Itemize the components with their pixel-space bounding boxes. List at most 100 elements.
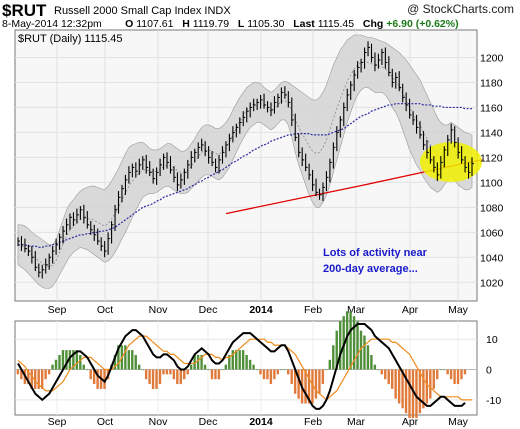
macd-x-tick: Oct xyxy=(97,416,113,428)
last-value: 1115.45 xyxy=(317,18,355,30)
macd-histogram-bar xyxy=(165,369,169,375)
macd-histogram-bar xyxy=(332,345,335,370)
quote-line: 8-May-2014 12:32pm O 1107.61 H 1119.79 L… xyxy=(2,18,459,30)
low-value: 1105.30 xyxy=(247,18,285,30)
main-x-tick: Apr xyxy=(402,304,419,316)
macd-x-axis: Sep Oct Nov Dec 2014 Feb Mar Apr May xyxy=(48,416,469,428)
macd-histogram-bar xyxy=(307,369,311,404)
macd-histogram-bar xyxy=(172,369,176,380)
macd-histogram-bar xyxy=(86,369,89,371)
main-x-tick: May xyxy=(448,304,469,316)
macd-histogram-bar xyxy=(366,345,370,370)
macd-histogram-bar xyxy=(377,369,380,371)
macd-histogram-bar xyxy=(290,369,293,385)
macd-histogram-bar xyxy=(411,369,415,419)
macd-histogram-bar xyxy=(203,364,207,370)
bollinger-band xyxy=(17,34,473,289)
highlight-ellipse xyxy=(420,142,482,182)
macd-histogram-bar xyxy=(44,369,47,380)
macd-histogram-bar xyxy=(352,316,356,370)
macd-x-tick: Nov xyxy=(149,416,168,428)
macd-y-tick: 0 xyxy=(486,365,492,377)
main-y-tick: 1080 xyxy=(480,202,504,214)
macd-x-tick: Feb xyxy=(304,416,322,428)
macd-histogram-bar xyxy=(287,369,290,375)
macd-histogram-bar xyxy=(252,364,255,370)
macd-histogram-bar xyxy=(214,369,217,380)
annotation-line-2: 200-day average... xyxy=(323,263,418,275)
macd-histogram-bar xyxy=(283,369,286,371)
macd-histogram-bar xyxy=(207,369,210,371)
annotation-line-1: Lots of activity near xyxy=(323,247,428,259)
last-label: Last xyxy=(293,18,315,30)
macd-histogram-bar xyxy=(359,330,363,370)
macd-histogram-bar xyxy=(384,369,387,380)
chg-label: Chg xyxy=(362,18,384,30)
macd-histogram-bar xyxy=(27,369,30,385)
macd-histogram-bar xyxy=(16,369,20,375)
macd-histogram-bar xyxy=(325,369,328,371)
index-full-name: Russell 2000 Small Cap Index xyxy=(54,5,202,17)
macd-histogram-bar xyxy=(124,345,127,370)
macd-histogram-bar xyxy=(335,330,338,370)
chg-value: +6.90 (+0.62%) xyxy=(386,18,459,30)
macd-y-axis: 10 0 -10 xyxy=(486,334,501,407)
macd-histogram-bar xyxy=(442,369,446,371)
macd-histogram-bar xyxy=(328,359,332,370)
macd-histogram-bar xyxy=(245,354,248,370)
macd-histogram-bar xyxy=(103,369,106,389)
macd-y-tick: -10 xyxy=(486,395,501,407)
macd-x-tick: Apr xyxy=(402,416,419,428)
ma50-line xyxy=(18,103,472,248)
macd-x-tick: Mar xyxy=(347,416,366,428)
macd-histogram-bar xyxy=(72,350,75,370)
macd-histogram-bar xyxy=(436,369,439,380)
macd-histogram-bar xyxy=(418,369,422,414)
macd-histogram-bar xyxy=(176,369,179,385)
macd-histogram-bar xyxy=(189,364,193,370)
macd-histogram-bar xyxy=(217,369,221,380)
macd-x-tick: May xyxy=(448,416,469,428)
macd-histogram-bar xyxy=(390,369,394,389)
macd-histogram-bar xyxy=(238,350,241,370)
macd-histogram-bar xyxy=(75,350,79,370)
macd-histogram-bar xyxy=(141,369,144,371)
macd-histogram-bar xyxy=(293,369,297,394)
macd-histogram-bar xyxy=(321,369,325,385)
brand-watermark: @ StockCharts.com xyxy=(407,2,514,16)
macd-histogram-bar xyxy=(40,369,44,389)
macd-histogram-bar xyxy=(432,369,435,389)
macd-histogram-bar xyxy=(68,350,72,370)
macd-histogram-bar xyxy=(429,369,432,399)
macd-histogram-bar xyxy=(387,369,390,385)
macd-histogram-bar xyxy=(54,359,58,370)
macd-signal-line xyxy=(17,335,472,401)
macd-histogram-bar xyxy=(311,369,314,404)
macd-histogram-bar xyxy=(196,354,200,370)
main-x-tick: Dec xyxy=(199,304,218,316)
macd-histogram-bar xyxy=(280,369,283,371)
macd-histogram-bar xyxy=(449,369,453,380)
macd-histogram-bar xyxy=(262,369,266,380)
macd-histogram-bar xyxy=(425,369,429,404)
macd-histogram-bar xyxy=(127,350,131,370)
macd-histogram-bar xyxy=(401,369,404,409)
main-y-tick: 1120 xyxy=(480,152,503,164)
macd-histogram-bar xyxy=(408,369,411,419)
macd-histogram-bar xyxy=(92,369,96,385)
macd-histogram-bar xyxy=(155,369,158,389)
macd-line xyxy=(17,323,466,410)
macd-histogram-bar xyxy=(113,354,117,370)
macd-histogram-bar xyxy=(259,369,262,375)
macd-histogram-bar xyxy=(79,354,82,370)
high-value: 1119.79 xyxy=(192,18,230,30)
macd-histogram-bar xyxy=(349,311,352,370)
macd-histogram xyxy=(16,311,467,419)
macd-histogram-bar xyxy=(137,364,141,370)
macd-histogram-bar xyxy=(61,350,65,370)
macd-histogram-bar xyxy=(210,369,214,380)
macd-histogram-bar xyxy=(158,369,162,385)
main-y-tick: 1140 xyxy=(480,127,503,139)
macd-histogram-bar xyxy=(82,364,85,370)
